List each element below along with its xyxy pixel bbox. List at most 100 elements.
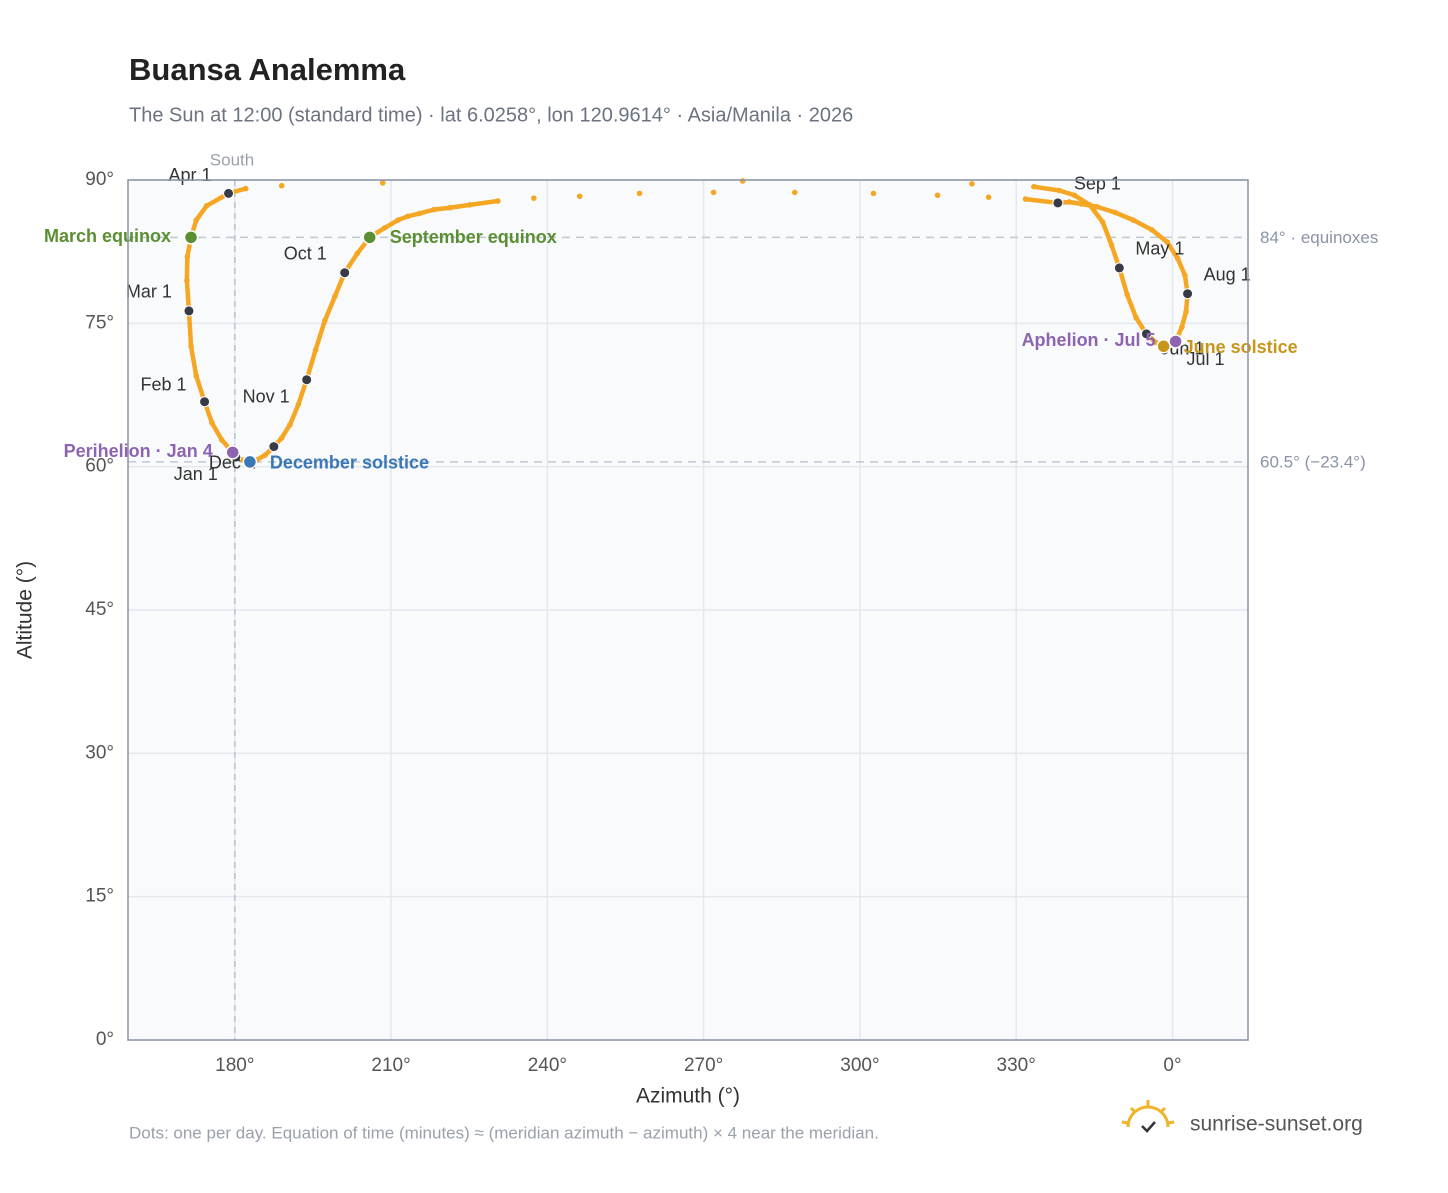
month-marker xyxy=(183,305,195,317)
analemma-line xyxy=(1023,184,1190,349)
event-marker xyxy=(1156,339,1171,354)
day-dot xyxy=(193,373,200,379)
month-label: Feb 1 xyxy=(141,374,187,394)
day-dot xyxy=(447,204,453,211)
reference-label: 60.5° (−23.4°) xyxy=(1260,452,1366,471)
day-dot xyxy=(184,253,191,260)
day-dot xyxy=(379,180,386,186)
reference-label: 84° · equinoxes xyxy=(1260,228,1378,247)
day-dot xyxy=(1130,217,1137,223)
day-dot xyxy=(1182,272,1188,279)
y-tick-label: 15° xyxy=(85,886,114,907)
y-axis-label: Altitude (°) xyxy=(14,561,37,659)
month-marker xyxy=(268,441,280,453)
event-label: June solstice xyxy=(1184,337,1298,357)
footnote: Dots: one per day. Equation of time (min… xyxy=(129,1123,879,1142)
y-tick-label: 90° xyxy=(85,169,114,190)
day-dot xyxy=(404,213,411,220)
day-dot xyxy=(209,419,215,426)
source: sunrise-sunset.org xyxy=(1190,1113,1363,1136)
day-dot xyxy=(636,190,643,197)
day-dot xyxy=(322,317,328,324)
day-dot xyxy=(1066,199,1073,205)
day-dot xyxy=(985,194,992,200)
day-dot xyxy=(242,185,249,192)
y-tick-label: 60° xyxy=(85,456,114,477)
day-dot xyxy=(262,452,268,459)
x-tick-label: 210° xyxy=(371,1055,410,1076)
x-tick-label: 180° xyxy=(215,1055,254,1076)
day-dot xyxy=(1022,196,1029,202)
day-dot xyxy=(576,193,583,200)
day-dot xyxy=(193,217,200,223)
x-axis-label: Azimuth (°) xyxy=(636,1085,740,1108)
day-dot xyxy=(382,224,388,231)
chart-title: Buansa Analemma xyxy=(129,52,406,87)
month-label: Dec 1 xyxy=(209,452,256,472)
x-tick-label: 270° xyxy=(684,1055,723,1076)
event-marker xyxy=(183,230,199,245)
day-dot xyxy=(1086,202,1093,208)
month-label: May 1 xyxy=(1135,239,1184,259)
month-marker xyxy=(339,267,351,279)
day-dot xyxy=(934,192,941,199)
month-label: Sep 1 xyxy=(1074,174,1121,194)
month-marker xyxy=(301,374,313,386)
month-label: Jul 1 xyxy=(1186,349,1224,369)
day-dot xyxy=(278,435,285,441)
day-dot xyxy=(188,343,194,350)
day-dot xyxy=(332,293,338,300)
day-dot xyxy=(531,195,537,201)
day-dot xyxy=(295,401,302,408)
month-marker xyxy=(1052,197,1064,209)
day-dot xyxy=(739,178,746,184)
day-dot xyxy=(1099,219,1106,225)
day-dot xyxy=(1164,239,1171,245)
day-dot xyxy=(870,190,877,197)
day-dot xyxy=(1174,255,1181,262)
day-dot xyxy=(1183,309,1189,315)
month-marker xyxy=(199,396,211,408)
event-label: December solstice xyxy=(270,453,429,473)
y-tick-label: 0° xyxy=(96,1029,114,1050)
day-dot xyxy=(1031,183,1037,190)
day-dot xyxy=(1124,291,1130,298)
x-tick-label: 240° xyxy=(528,1055,567,1076)
event-label: Aphelion · Jul 5 xyxy=(1022,330,1156,350)
y-tick-label: 75° xyxy=(85,312,114,333)
event-marker xyxy=(242,454,258,470)
month-label: Jan 1 xyxy=(174,464,218,484)
month-marker xyxy=(223,187,235,199)
x-tick-label: 300° xyxy=(840,1055,879,1076)
day-dot xyxy=(1133,314,1139,321)
day-dot xyxy=(287,421,293,428)
day-dot xyxy=(312,347,319,353)
day-dot xyxy=(430,206,437,213)
month-label: Aug 1 xyxy=(1204,264,1251,284)
event-marker xyxy=(362,230,377,245)
month-label: Oct 1 xyxy=(284,243,327,263)
day-dot xyxy=(184,277,190,284)
day-dot xyxy=(416,210,423,217)
day-dot xyxy=(710,189,717,196)
day-dot xyxy=(278,182,285,189)
day-dot xyxy=(791,189,798,196)
day-dot xyxy=(1071,192,1078,199)
day-dot xyxy=(1056,187,1063,194)
day-dot xyxy=(218,437,225,443)
plot-frame xyxy=(127,179,1249,1041)
event-label: September equinox xyxy=(390,227,557,247)
event-label: March equinox xyxy=(44,226,171,246)
month-label: Nov 1 xyxy=(243,386,290,406)
x-tick-label: 0° xyxy=(1163,1055,1181,1076)
day-dot xyxy=(1108,242,1115,248)
month-marker xyxy=(1182,288,1194,300)
x-tick-label: 330° xyxy=(997,1055,1036,1076)
event-label: Perihelion · Jan 4 xyxy=(64,441,213,461)
event-marker xyxy=(225,445,240,460)
day-dot xyxy=(203,203,210,209)
day-dot xyxy=(1179,324,1185,330)
